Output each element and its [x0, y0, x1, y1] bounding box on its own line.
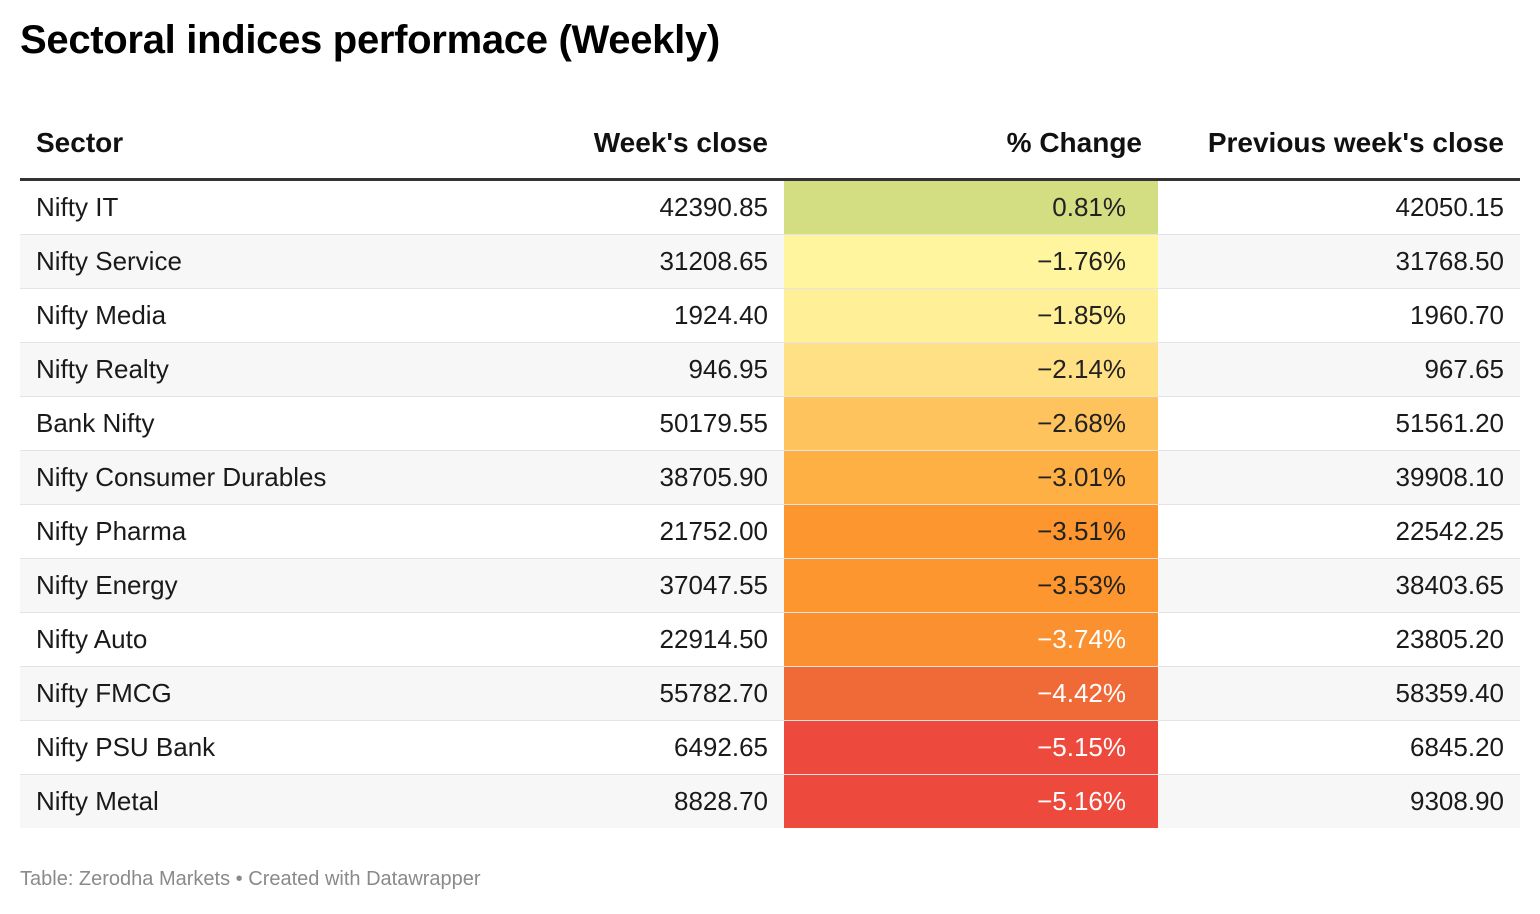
cell-week-close: 6492.65	[404, 720, 784, 775]
cell-week-close: 21752.00	[404, 504, 784, 559]
cell-week-close: 55782.70	[404, 666, 784, 721]
cell-week-close: 22914.50	[404, 612, 784, 667]
table-row: Nifty Energy 37047.55 −3.53% 38403.65	[20, 558, 1520, 613]
cell-week-close: 37047.55	[404, 558, 784, 613]
table-row: Nifty Auto 22914.50 −3.74% 23805.20	[20, 612, 1520, 667]
cell-sector: Nifty Energy	[20, 558, 404, 613]
table-row: Nifty Realty 946.95 −2.14% 967.65	[20, 342, 1520, 397]
table-row: Nifty FMCG 55782.70 −4.42% 58359.40	[20, 666, 1520, 721]
cell-sector: Nifty PSU Bank	[20, 720, 404, 775]
cell-previous-close: 38403.65	[1158, 558, 1520, 613]
cell-previous-close: 58359.40	[1158, 666, 1520, 721]
cell-change: −2.14%	[784, 342, 1158, 397]
sector-table: Sector Week's close % Change Previous we…	[20, 108, 1520, 828]
cell-sector: Nifty Service	[20, 234, 404, 289]
cell-previous-close: 31768.50	[1158, 234, 1520, 289]
cell-change: −5.15%	[784, 720, 1158, 775]
table-row: Nifty Media 1924.40 −1.85% 1960.70	[20, 288, 1520, 343]
cell-week-close: 31208.65	[404, 234, 784, 289]
cell-sector: Nifty IT	[20, 179, 404, 235]
cell-change: −5.16%	[784, 774, 1158, 828]
cell-previous-close: 6845.20	[1158, 720, 1520, 775]
cell-previous-close: 9308.90	[1158, 774, 1520, 828]
cell-change: −3.01%	[784, 450, 1158, 505]
cell-sector: Nifty Media	[20, 288, 404, 343]
cell-change: −3.53%	[784, 558, 1158, 613]
cell-previous-close: 1960.70	[1158, 288, 1520, 343]
cell-sector: Nifty Realty	[20, 342, 404, 397]
cell-week-close: 38705.90	[404, 450, 784, 505]
cell-sector: Nifty FMCG	[20, 666, 404, 721]
footer-separator: •	[235, 868, 243, 890]
table-row: Nifty Metal 8828.70 −5.16% 9308.90	[20, 774, 1520, 828]
cell-change: 0.81%	[784, 179, 1158, 235]
column-header-week-close: Week's close	[404, 108, 784, 181]
footer-source: Table: Zerodha Markets	[20, 868, 231, 890]
cell-change: −4.42%	[784, 666, 1158, 721]
cell-previous-close: 51561.20	[1158, 396, 1520, 451]
cell-week-close: 50179.55	[404, 396, 784, 451]
footer-credit-text: Created with Datawrapper	[248, 868, 481, 890]
cell-change: −3.51%	[784, 504, 1158, 559]
table-row: Nifty IT 42390.85 0.81% 42050.15	[20, 179, 1520, 235]
table-row: Nifty PSU Bank 6492.65 −5.15% 6845.20	[20, 720, 1520, 775]
cell-week-close: 8828.70	[404, 774, 784, 828]
cell-change: −2.68%	[784, 396, 1158, 451]
column-header-sector: Sector	[20, 108, 404, 181]
cell-previous-close: 39908.10	[1158, 450, 1520, 505]
cell-sector: Bank Nifty	[20, 396, 404, 451]
column-header-previous-close: Previous week's close	[1158, 108, 1520, 181]
cell-change: −1.85%	[784, 288, 1158, 343]
table-row: Bank Nifty 50179.55 −2.68% 51561.20	[20, 396, 1520, 451]
cell-sector: Nifty Metal	[20, 774, 404, 828]
cell-change: −1.76%	[784, 234, 1158, 289]
table-row: Nifty Pharma 21752.00 −3.51% 22542.25	[20, 504, 1520, 559]
cell-previous-close: 42050.15	[1158, 179, 1520, 235]
footer-credit: Table: Zerodha Markets • Created with Da…	[20, 868, 481, 891]
table-row: Nifty Consumer Durables 38705.90 −3.01% 399…	[20, 450, 1520, 505]
column-header-change: % Change	[784, 108, 1158, 181]
cell-week-close: 946.95	[404, 342, 784, 397]
chart-title: Sectoral indices performace (Weekly)	[20, 18, 720, 62]
table-body: Nifty IT 42390.85 0.81% 42050.15 Nifty Servi…	[20, 179, 1520, 828]
cell-sector: Nifty Consumer Durables	[20, 450, 404, 505]
cell-week-close: 1924.40	[404, 288, 784, 343]
cell-sector: Nifty Pharma	[20, 504, 404, 559]
cell-previous-close: 22542.25	[1158, 504, 1520, 559]
cell-change: −3.74%	[784, 612, 1158, 667]
table-header-row: Sector Week's close % Change Previous we…	[20, 108, 1520, 181]
table-row: Nifty Service 31208.65 −1.76% 31768.50	[20, 234, 1520, 289]
cell-week-close: 42390.85	[404, 179, 784, 235]
cell-previous-close: 967.65	[1158, 342, 1520, 397]
cell-sector: Nifty Auto	[20, 612, 404, 667]
cell-previous-close: 23805.20	[1158, 612, 1520, 667]
